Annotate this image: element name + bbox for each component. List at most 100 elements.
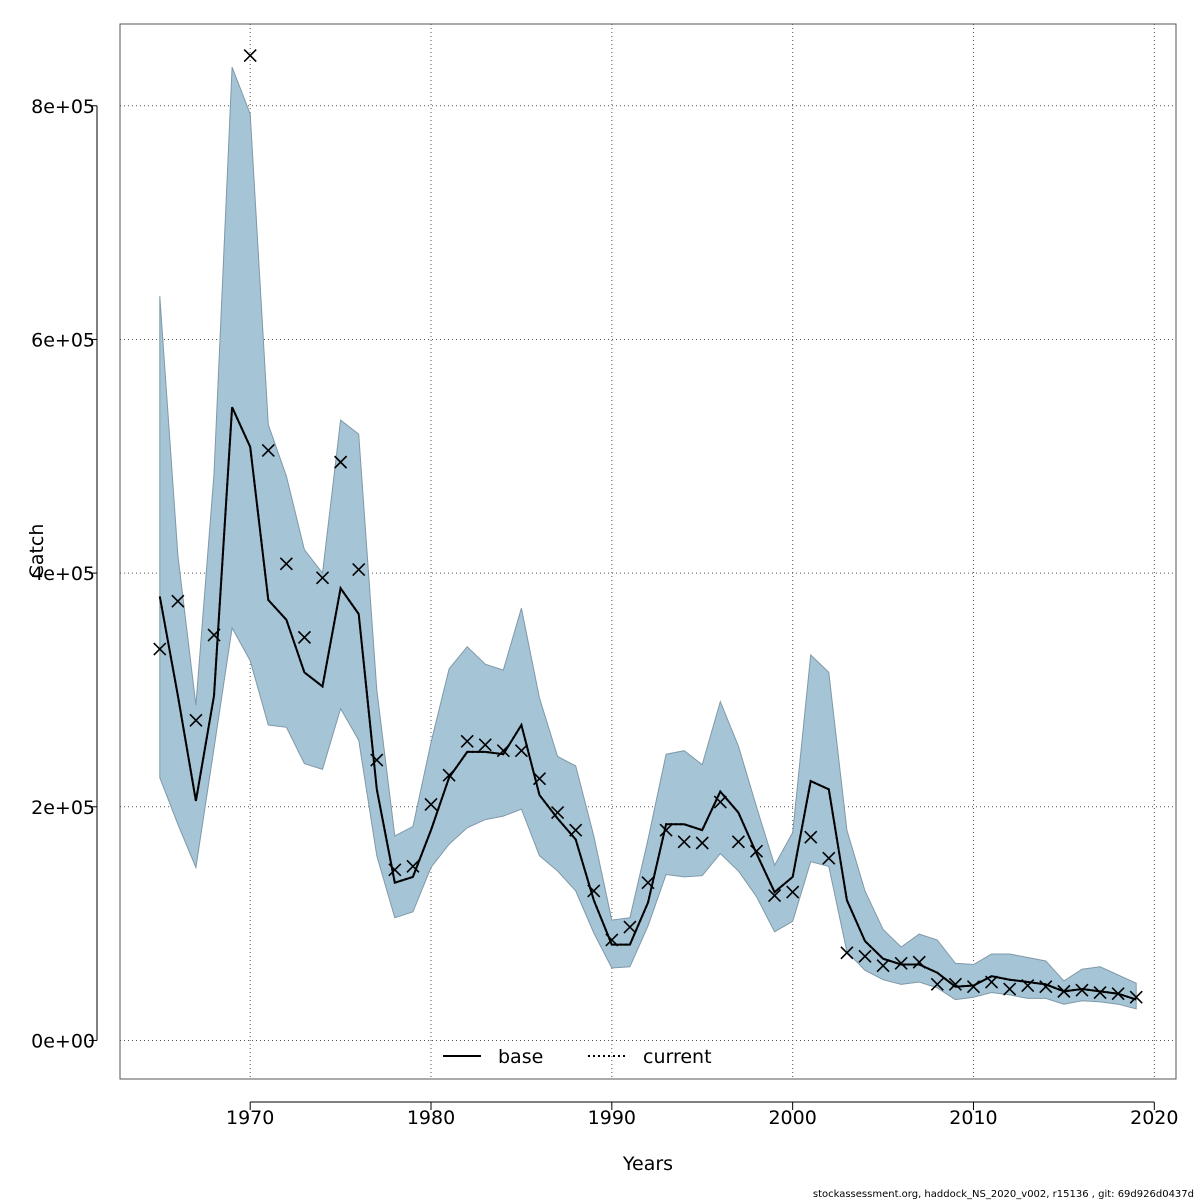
x-tick-label: 1970	[226, 1107, 274, 1129]
x-axis-title: Years	[622, 1153, 673, 1175]
observed-point	[749, 844, 764, 858]
observed-point-stroke	[442, 768, 456, 782]
observed-point	[514, 744, 528, 758]
observed-point-stroke	[894, 956, 908, 970]
observed-point	[677, 835, 691, 849]
observed-point-stroke	[569, 823, 583, 837]
observed-point	[713, 795, 727, 809]
observed-point	[189, 713, 203, 727]
observed-point-stroke	[1129, 990, 1143, 1004]
observed-point-stroke	[858, 949, 872, 963]
y-tick-label: 6e+05	[31, 329, 95, 351]
observed-point-stroke	[677, 835, 691, 849]
observed-point-stroke	[189, 713, 203, 727]
observed-point-stroke	[623, 920, 637, 934]
observed-point	[695, 836, 709, 850]
observed-point	[659, 823, 673, 837]
observed-point	[496, 744, 510, 758]
observed-point	[279, 557, 293, 571]
observed-point	[1093, 985, 1107, 1000]
observed-point	[1129, 990, 1143, 1004]
observed-point	[876, 959, 890, 973]
observed-point	[442, 768, 456, 782]
observed-point	[532, 772, 547, 786]
observed-point-stroke	[1057, 984, 1071, 998]
observed-point	[1111, 987, 1125, 1001]
observed-point-stroke	[388, 863, 402, 877]
observed-point	[388, 863, 402, 877]
observed-point	[840, 946, 854, 960]
observed-point-stroke	[334, 455, 348, 469]
observed-point-stroke	[804, 830, 818, 844]
observed-point-stroke	[641, 876, 655, 890]
observed-point	[930, 977, 944, 991]
observed-point	[768, 889, 782, 903]
observed-point	[478, 738, 492, 752]
observed-point-stroke	[315, 571, 330, 585]
observed-point-stroke	[424, 797, 438, 812]
observed-point-stroke	[948, 977, 962, 991]
observed-point	[1039, 980, 1053, 994]
observed-point-stroke	[297, 630, 312, 644]
observed-point	[424, 797, 438, 812]
observed-point	[1003, 982, 1017, 996]
observed-point-stroke	[1111, 987, 1125, 1001]
observed-point	[406, 859, 420, 873]
observed-point	[352, 563, 366, 577]
observed-point-stroke	[1075, 983, 1089, 997]
observed-point	[153, 642, 167, 656]
series-line-current	[158, 406, 1137, 1001]
observed-point-stroke	[966, 980, 981, 994]
observed-point-stroke	[406, 859, 420, 873]
observed-point-stroke	[822, 851, 836, 865]
observed-point-stroke	[912, 955, 926, 969]
observed-point-stroke	[786, 885, 800, 899]
plot-frame	[119, 23, 1177, 1080]
observed-point	[894, 956, 908, 970]
observed-point	[551, 806, 565, 820]
observed-point	[623, 920, 637, 934]
y-tick-label: 4e+05	[31, 563, 95, 585]
observed-markers	[153, 48, 1143, 1004]
confidence-band	[159, 67, 1137, 1010]
observed-point	[261, 443, 275, 458]
y-tick-label: 2e+05	[31, 797, 95, 819]
y-axis-title: Catch	[26, 524, 48, 579]
observed-point-stroke	[261, 443, 275, 458]
observed-point	[786, 885, 800, 899]
observed-point	[605, 933, 619, 947]
observed-point	[334, 455, 348, 469]
x-tick-label: 2000	[768, 1107, 816, 1129]
observed-point	[984, 975, 999, 989]
observed-point-stroke	[930, 977, 944, 991]
y-tick-label: 8e+05	[31, 96, 95, 118]
footer-credit: stockassessment.org, haddock_NS_2020_v00…	[813, 1189, 1194, 1200]
observed-point-stroke	[713, 795, 727, 809]
observed-point-stroke	[352, 563, 366, 577]
x-tick-label: 2020	[1130, 1107, 1178, 1129]
observed-point-stroke	[984, 975, 999, 989]
observed-point	[1075, 983, 1089, 997]
observed-point	[858, 949, 872, 963]
observed-point-stroke	[1021, 978, 1035, 993]
observed-point	[569, 823, 583, 837]
observed-point-stroke	[749, 844, 764, 858]
observed-point	[966, 980, 981, 994]
observed-point	[243, 48, 257, 63]
observed-point	[822, 851, 836, 865]
observed-point-stroke	[171, 594, 185, 608]
observed-point	[460, 734, 474, 748]
observed-point	[948, 977, 962, 991]
observed-point	[297, 630, 312, 644]
observed-point-stroke	[731, 835, 745, 849]
observed-point-stroke	[478, 738, 492, 752]
x-tick-label: 1990	[588, 1107, 636, 1129]
observed-point-stroke	[279, 557, 293, 571]
observed-point	[207, 628, 221, 642]
observed-point-stroke	[460, 734, 474, 748]
observed-point-stroke	[1039, 980, 1053, 994]
x-tick-label: 2010	[949, 1107, 997, 1129]
observed-point-stroke	[840, 946, 854, 960]
observed-point-stroke	[370, 753, 384, 767]
